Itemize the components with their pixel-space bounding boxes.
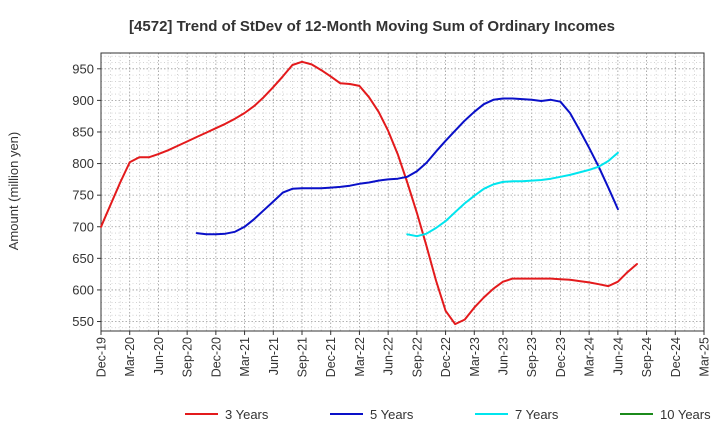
x-tick-label: Mar-25 <box>698 337 712 377</box>
legend: 3 Years 5 Years 7 Years 10 Years <box>185 407 711 422</box>
y-tick-label: 650 <box>72 251 94 266</box>
series-line-3-years <box>100 60 638 326</box>
legend-label-7-years: 7 Years <box>515 407 559 422</box>
legend-label-10-years: 10 Years <box>660 407 711 422</box>
x-tick-label: Dec-21 <box>324 337 338 377</box>
x-tick-label: Jun-24 <box>611 337 625 375</box>
plot-area-frame <box>100 52 705 332</box>
x-tick-label: Mar-23 <box>468 337 482 377</box>
x-tick-label: Jun-20 <box>152 337 166 375</box>
y-tick-label: 750 <box>72 188 94 203</box>
legend-label-5-years: 5 Years <box>370 407 414 422</box>
x-tick-label: Mar-24 <box>583 337 597 377</box>
series-line-5-years <box>195 97 619 236</box>
x-tick-label: Dec-22 <box>439 337 453 377</box>
y-axis-label: Amount (million yen) <box>6 132 21 251</box>
chart-title: [4572] Trend of StDev of 12-Month Moving… <box>129 18 615 35</box>
x-tick-label: Mar-20 <box>123 337 137 377</box>
grid-lines <box>100 53 705 331</box>
y-tick-label: 950 <box>72 61 94 76</box>
x-tick-label: Sep-24 <box>640 337 654 377</box>
x-axis-ticks: Dec-19 Mar-20 Jun-20 Sep-20 Dec-20 Mar-21 Jun-… <box>95 331 712 377</box>
series-lines <box>100 60 638 326</box>
y-tick-label: 600 <box>72 282 94 297</box>
y-axis-ticks: 550 600 650 700 750 800 850 900 950 <box>72 61 101 329</box>
y-tick-label: 800 <box>72 156 94 171</box>
x-tick-label: Dec-20 <box>209 337 223 377</box>
legend-label-3-years: 3 Years <box>225 407 269 422</box>
x-tick-label: Mar-21 <box>238 337 252 377</box>
x-tick-label: Mar-22 <box>353 337 367 377</box>
y-tick-label: 550 <box>72 314 94 329</box>
x-tick-label: Dec-24 <box>669 337 683 377</box>
x-tick-label: Jun-22 <box>382 337 396 375</box>
y-tick-label: 850 <box>72 124 94 139</box>
x-tick-label: Jun-21 <box>267 337 281 375</box>
x-tick-label: Jun-23 <box>497 337 511 375</box>
x-tick-label: Dec-23 <box>554 337 568 377</box>
x-tick-label: Sep-20 <box>181 337 195 377</box>
series-line-7-years <box>406 151 619 238</box>
x-tick-label: Sep-22 <box>410 337 424 377</box>
x-tick-label: Dec-19 <box>95 337 109 377</box>
x-tick-label: Sep-23 <box>525 337 539 377</box>
y-tick-label: 700 <box>72 219 94 234</box>
y-tick-label: 900 <box>72 93 94 108</box>
x-tick-label: Sep-21 <box>296 337 310 377</box>
